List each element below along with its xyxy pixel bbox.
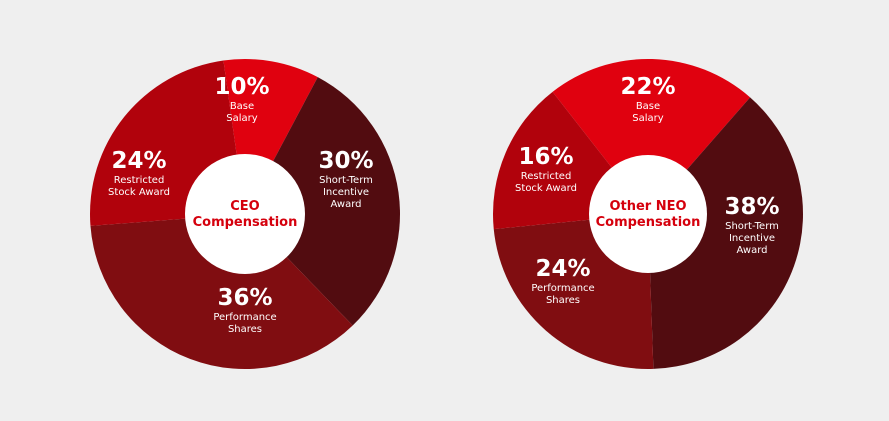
slice-category-label: Stock Award	[515, 183, 577, 194]
slice-percent-label: 16%	[518, 144, 573, 170]
slice-category-label: Shares	[546, 295, 580, 306]
slice-category-label: Base	[636, 101, 660, 112]
slice-category-label: Incentive	[323, 187, 369, 198]
pie-slice-1-2	[245, 77, 401, 326]
chart-center-title: CEO	[230, 199, 259, 214]
chart-center-hole	[185, 154, 305, 274]
slice-category-label: Performance	[531, 283, 594, 294]
slice-category-label: Incentive	[729, 233, 775, 244]
slice-percent-label: 22%	[620, 74, 675, 100]
slice-category-label: Salary	[226, 113, 257, 124]
slice-category-label: Restricted	[114, 175, 165, 186]
slice-category-label: Salary	[632, 113, 663, 124]
chart-center-title: Other NEO	[609, 199, 686, 214]
slice-percent-label: 30%	[318, 148, 373, 174]
slice-percent-label: 10%	[214, 74, 269, 100]
slice-category-label: Performance	[213, 312, 276, 323]
pie-slice-2-1	[552, 58, 751, 214]
slice-category-label: Base	[230, 101, 254, 112]
slice-percent-label: 36%	[217, 285, 272, 311]
chart-center-title: Compensation	[193, 215, 298, 230]
pie-slice-2-2	[648, 97, 803, 369]
slice-category-label: Stock Award	[108, 187, 170, 198]
slice-category-label: Restricted	[521, 171, 572, 182]
slice-percent-label: 38%	[724, 194, 779, 220]
slice-percent-label: 24%	[535, 256, 590, 282]
slice-category-label: Award	[736, 245, 767, 256]
pie-slice-1-3	[90, 214, 353, 370]
slice-percent-label: 24%	[111, 148, 166, 174]
slice-category-label: Award	[330, 199, 361, 210]
slice-category-label: Short-Term	[319, 175, 373, 186]
chart-center-hole	[589, 155, 707, 273]
slice-category-label: Shares	[228, 324, 262, 335]
slice-category-label: Short-Term	[725, 221, 779, 232]
chart-center-title: Compensation	[596, 215, 701, 230]
